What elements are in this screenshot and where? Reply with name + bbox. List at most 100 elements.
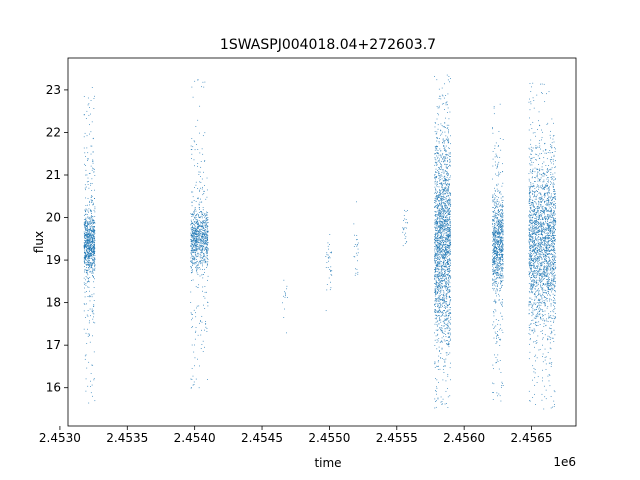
data-point — [402, 231, 404, 233]
data-point — [90, 238, 92, 240]
data-point — [496, 215, 498, 217]
data-point — [449, 164, 451, 166]
data-point — [445, 266, 447, 268]
data-point — [439, 260, 441, 262]
data-point — [446, 167, 448, 169]
data-point — [502, 214, 503, 216]
data-point — [93, 242, 95, 244]
data-point — [354, 274, 356, 276]
data-point — [495, 237, 496, 239]
data-point — [194, 344, 195, 346]
data-point — [196, 237, 198, 239]
data-point — [325, 256, 327, 257]
data-point — [437, 291, 439, 293]
data-point — [83, 136, 85, 138]
data-point — [500, 312, 502, 314]
data-point — [94, 261, 96, 263]
data-point — [446, 154, 448, 156]
data-point — [439, 299, 441, 301]
data-point — [202, 248, 204, 250]
data-point — [446, 215, 448, 217]
data-point — [435, 196, 437, 198]
data-point — [88, 260, 90, 262]
data-point — [441, 160, 443, 162]
data-point — [87, 277, 89, 279]
data-point — [438, 238, 440, 239]
data-point — [196, 233, 198, 235]
data-point — [497, 257, 499, 259]
data-point — [440, 327, 442, 329]
data-point — [493, 227, 495, 229]
data-point — [443, 221, 445, 223]
data-point — [206, 265, 208, 267]
data-point — [192, 241, 194, 243]
data-point — [502, 305, 503, 307]
data-point — [438, 197, 439, 198]
data-point — [192, 214, 194, 216]
data-point — [495, 248, 497, 249]
data-point — [449, 147, 450, 149]
data-point — [542, 230, 543, 231]
data-point — [435, 146, 437, 148]
data-point — [204, 229, 206, 230]
data-point — [197, 198, 199, 199]
data-point — [86, 256, 87, 258]
data-point — [202, 135, 204, 137]
data-point — [199, 242, 201, 244]
data-point — [443, 97, 445, 99]
data-point — [447, 166, 449, 167]
data-point — [448, 235, 450, 237]
data-point — [443, 214, 445, 216]
data-point — [194, 149, 196, 151]
data-point — [88, 247, 90, 248]
data-point — [492, 399, 494, 400]
data-point — [326, 289, 328, 291]
data-point — [440, 174, 441, 176]
data-point — [439, 273, 441, 275]
data-point — [497, 166, 498, 168]
data-point — [434, 161, 436, 163]
data-point — [449, 184, 450, 186]
data-point — [435, 224, 437, 226]
data-point — [440, 202, 442, 204]
data-point — [447, 336, 449, 338]
data-point — [89, 333, 90, 335]
data-point — [443, 230, 444, 232]
data-point — [439, 212, 441, 213]
data-point — [194, 243, 195, 244]
data-point — [449, 297, 451, 298]
data-point — [438, 239, 440, 241]
data-point — [499, 290, 500, 292]
data-point — [437, 231, 439, 232]
data-point — [441, 183, 443, 185]
data-point — [191, 248, 193, 249]
data-point — [501, 259, 503, 261]
data-point — [495, 269, 496, 271]
data-point — [443, 222, 445, 224]
data-point — [196, 238, 198, 240]
data-point — [441, 187, 443, 189]
data-point — [207, 249, 209, 250]
data-point — [443, 372, 445, 373]
data-point — [204, 229, 205, 231]
data-point — [499, 225, 501, 227]
data-point — [497, 260, 499, 261]
data-point — [494, 299, 496, 301]
data-point — [496, 265, 498, 267]
data-point — [329, 234, 331, 235]
data-point — [93, 254, 95, 256]
data-point — [492, 284, 494, 286]
data-point — [498, 240, 500, 242]
data-point — [193, 246, 195, 248]
data-point — [446, 154, 448, 156]
data-point — [199, 245, 201, 247]
data-point — [87, 229, 89, 231]
data-point — [192, 235, 194, 237]
data-point — [444, 241, 446, 242]
data-point — [502, 237, 504, 239]
data-point — [549, 273, 550, 275]
data-point — [198, 227, 200, 229]
data-point — [500, 268, 502, 270]
data-point — [207, 249, 209, 251]
data-point — [93, 226, 95, 228]
